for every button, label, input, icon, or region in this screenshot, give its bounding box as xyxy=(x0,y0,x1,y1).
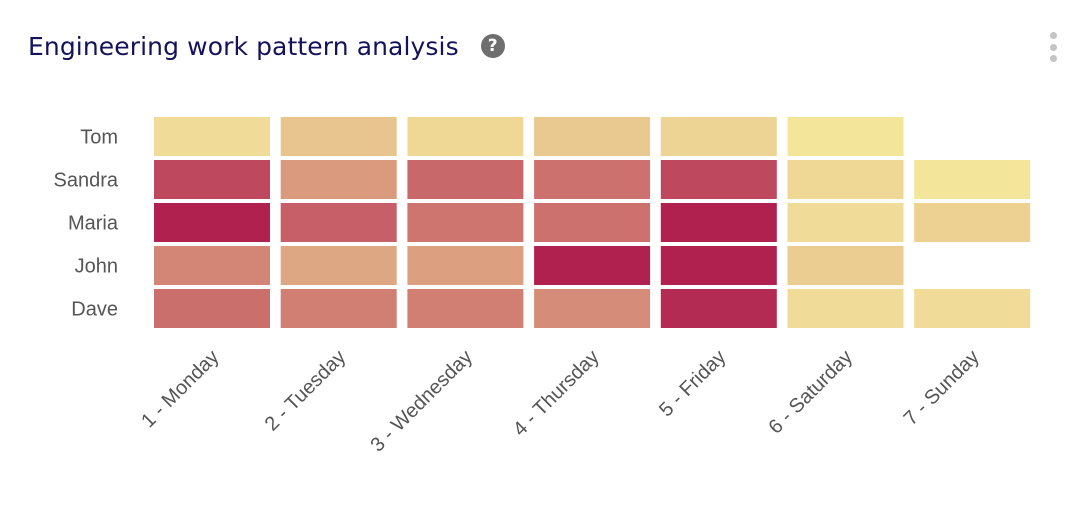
heatmap-cell[interactable] xyxy=(154,160,270,199)
heatmap-cell[interactable] xyxy=(787,160,904,199)
heatmap-cell[interactable] xyxy=(407,246,524,285)
heatmap-cell[interactable] xyxy=(280,203,397,242)
heatmap-cell[interactable] xyxy=(407,117,524,156)
heatmap-cell[interactable] xyxy=(787,203,904,242)
chart-title: Engineering work pattern analysis xyxy=(28,31,459,61)
row-label: John xyxy=(75,256,118,278)
heatmap-cell[interactable] xyxy=(534,246,651,285)
heatmap-cell[interactable] xyxy=(914,160,1031,199)
heatmap-cell[interactable] xyxy=(280,117,397,156)
column-label: 6 - Saturday xyxy=(764,346,857,439)
column-label: 2 - Tuesday xyxy=(261,346,350,435)
heatmap-cell[interactable] xyxy=(534,160,651,199)
more-dot xyxy=(1049,55,1057,62)
heatmap-cell[interactable] xyxy=(154,117,270,156)
column-label: 7 - Sunday xyxy=(900,346,984,430)
row-label: Dave xyxy=(71,299,118,321)
column-label: 4 - Thursday xyxy=(509,346,604,441)
heatmap-cell[interactable] xyxy=(787,289,904,328)
heatmap-cell[interactable] xyxy=(660,289,777,328)
heatmap-cell[interactable] xyxy=(407,203,524,242)
heatmap-cell[interactable] xyxy=(787,246,904,285)
column-label: 3 - Wednesday xyxy=(367,346,477,456)
column-label: 1 - Monday xyxy=(137,346,223,432)
row-label: Sandra xyxy=(54,170,119,192)
more-dot xyxy=(1049,43,1057,51)
heatmap-cell[interactable] xyxy=(660,117,777,156)
heatmap-cell[interactable] xyxy=(914,203,1031,242)
more-dot xyxy=(1049,32,1057,39)
row-label: Maria xyxy=(68,213,119,235)
heatmap-cell[interactable] xyxy=(660,160,777,199)
heatmap-cell[interactable] xyxy=(534,203,651,242)
heatmap-cell[interactable] xyxy=(914,289,1031,328)
heatmap-cell[interactable] xyxy=(534,117,651,156)
heatmap-cell[interactable] xyxy=(154,246,270,285)
card-header: Engineering work pattern analysis ? xyxy=(28,26,1060,66)
heatmap-cell[interactable] xyxy=(280,289,397,328)
heatmap-cell[interactable] xyxy=(407,289,524,328)
heatmap-cell[interactable] xyxy=(407,160,524,199)
heatmap-cell[interactable] xyxy=(534,289,651,328)
heatmap-cell[interactable] xyxy=(787,117,904,156)
heatmap-cell[interactable] xyxy=(154,289,270,328)
heatmap-cell[interactable] xyxy=(280,160,397,199)
heatmap-cell[interactable] xyxy=(660,246,777,285)
help-icon[interactable]: ? xyxy=(480,34,505,58)
more-options-icon[interactable] xyxy=(1046,32,1060,62)
heatmap-cell[interactable] xyxy=(154,203,270,242)
row-label: Tom xyxy=(80,127,118,149)
heatmap-cell[interactable] xyxy=(660,203,777,242)
heatmap-cell[interactable] xyxy=(280,246,397,285)
column-label: 5 - Friday xyxy=(655,346,730,421)
